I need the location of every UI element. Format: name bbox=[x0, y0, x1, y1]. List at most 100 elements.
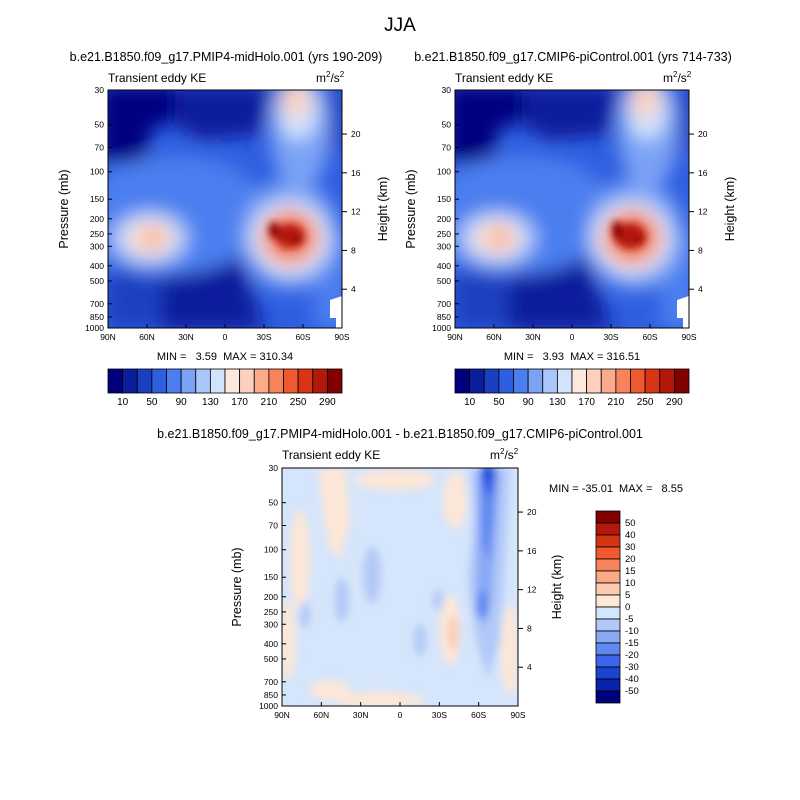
y-tick-label: 70 bbox=[95, 143, 105, 153]
y2-axis-label: Height (km) bbox=[376, 177, 390, 242]
colorbar-swatch bbox=[498, 368, 514, 394]
y-tick-label: 500 bbox=[264, 654, 278, 664]
colorbar-swatch bbox=[151, 368, 167, 394]
y-tick-label: 200 bbox=[437, 214, 451, 224]
colorbar-swatch bbox=[595, 582, 621, 596]
height-tick-label: 20 bbox=[351, 129, 361, 139]
colorbar-label: 290 bbox=[319, 397, 336, 408]
panel-title: b.e21.B1850.f09_g17.PMIP4-midHolo.001 (y… bbox=[70, 50, 383, 64]
colorbar-label: 10 bbox=[117, 397, 129, 408]
colorbar-label: 250 bbox=[290, 397, 307, 408]
colorbar-picontrol: 10 50 90 130 170 210 250 290 bbox=[454, 368, 690, 408]
x-tick-label: 90N bbox=[447, 332, 463, 342]
y-tick-label: 70 bbox=[269, 521, 279, 531]
colorbar-swatch bbox=[595, 630, 621, 644]
height-axis: 4 8 12 16 20 bbox=[342, 129, 361, 294]
colorbar-swatch bbox=[253, 368, 270, 394]
x-tick-label: 30S bbox=[256, 332, 271, 342]
x-tick-label: 90N bbox=[274, 710, 290, 720]
y-tick-label: 400 bbox=[264, 639, 278, 649]
panel-picontrol: b.e21.B1850.f09_g17.CMIP6-piControl.001 … bbox=[404, 50, 737, 408]
colorbar-swatch bbox=[600, 368, 617, 394]
height-tick-label: 12 bbox=[698, 207, 708, 217]
y-tick-label: 250 bbox=[437, 229, 451, 239]
x-tick-label: 0 bbox=[570, 332, 575, 342]
colorbar-label: 0 bbox=[625, 602, 630, 613]
height-tick-label: 8 bbox=[698, 245, 703, 255]
colorbar-label: -20 bbox=[625, 650, 639, 661]
x-tick-label: 60S bbox=[471, 710, 486, 720]
colorbar-swatch bbox=[469, 368, 485, 394]
colorbar-swatch bbox=[630, 368, 646, 394]
colorbar-label: 15 bbox=[625, 566, 636, 577]
colorbar-label: -30 bbox=[625, 662, 639, 673]
x-tick-label: 90S bbox=[681, 332, 696, 342]
x-tick-label: 30S bbox=[432, 710, 447, 720]
colorbar-swatch bbox=[122, 368, 138, 394]
colorbar-swatch bbox=[209, 368, 226, 394]
y-tick-label: 70 bbox=[442, 143, 452, 153]
colorbar-swatch bbox=[595, 522, 621, 536]
colorbar-swatch bbox=[224, 368, 241, 394]
y-tick-label: 200 bbox=[90, 214, 104, 224]
height-axis: 4 8 12 16 20 bbox=[518, 507, 537, 672]
colorbar-swatch bbox=[595, 558, 621, 572]
panel-title: b.e21.B1850.f09_g17.CMIP6-piControl.001 … bbox=[414, 50, 732, 64]
stats-label: MIN = -35.01 MAX = 8.55 bbox=[549, 483, 683, 495]
x-tick-label: 90S bbox=[334, 332, 349, 342]
colorbar-label: -15 bbox=[625, 638, 639, 649]
colorbar-label: 50 bbox=[625, 518, 636, 529]
colorbar-swatch bbox=[268, 368, 284, 394]
colorbar-swatch bbox=[595, 594, 621, 608]
colorbar-swatch bbox=[595, 678, 621, 692]
units-label: m2/s2 bbox=[663, 70, 692, 85]
y-tick-label: 400 bbox=[90, 261, 104, 271]
colorbar-label: 130 bbox=[202, 397, 219, 408]
colorbar-swatch bbox=[166, 368, 182, 394]
x-tick-label: 30S bbox=[603, 332, 618, 342]
y-tick-label: 850 bbox=[90, 312, 104, 322]
colorbar-midholo: 10 50 90 130 170 210 250 290 bbox=[107, 368, 343, 408]
latitude-axis: 90N 60N 30N 0 30S 60S 90S bbox=[447, 324, 697, 342]
x-tick-label: 0 bbox=[398, 710, 403, 720]
colorbar-label: 10 bbox=[464, 397, 476, 408]
height-tick-label: 4 bbox=[351, 284, 356, 294]
y-tick-label: 850 bbox=[264, 690, 278, 700]
y-tick-label: 50 bbox=[269, 498, 279, 508]
colorbar-swatch bbox=[595, 642, 621, 656]
colorbar-label: 30 bbox=[625, 542, 636, 553]
colorbar-label: 20 bbox=[625, 554, 636, 565]
height-tick-label: 4 bbox=[698, 284, 703, 294]
colorbar-label: 210 bbox=[608, 397, 625, 408]
colorbar-swatch bbox=[586, 368, 602, 394]
left-string: Transient eddy KE bbox=[455, 71, 553, 85]
colorbar-label: 5 bbox=[625, 590, 630, 601]
colorbar-label: 250 bbox=[637, 397, 654, 408]
y-tick-label: 300 bbox=[437, 241, 451, 251]
y-tick-label: 30 bbox=[95, 85, 105, 95]
panel-midholo: b.e21.B1850.f09_g17.PMIP4-midHolo.001 (y… bbox=[57, 50, 390, 408]
height-tick-label: 12 bbox=[351, 207, 361, 217]
y-tick-label: 150 bbox=[90, 194, 104, 204]
y-tick-label: 300 bbox=[90, 241, 104, 251]
x-tick-label: 90S bbox=[510, 710, 525, 720]
x-tick-label: 60S bbox=[295, 332, 310, 342]
colorbar-swatch bbox=[595, 654, 621, 668]
colorbar-label: 170 bbox=[231, 397, 248, 408]
colorbar-swatch bbox=[542, 368, 558, 394]
colorbar-label: -50 bbox=[625, 686, 639, 697]
colorbar-label: 50 bbox=[493, 397, 505, 408]
colorbar-swatch bbox=[595, 546, 621, 560]
colorbar-swatch bbox=[136, 368, 153, 394]
y-tick-label: 700 bbox=[264, 677, 278, 687]
x-tick-label: 0 bbox=[223, 332, 228, 342]
y-tick-label: 100 bbox=[264, 545, 278, 555]
height-axis: 4 8 12 16 20 bbox=[689, 129, 708, 294]
x-tick-label: 30N bbox=[525, 332, 541, 342]
colorbar-swatch bbox=[595, 510, 621, 524]
colorbar-swatch bbox=[659, 368, 675, 394]
y-tick-label: 50 bbox=[95, 120, 105, 130]
y-tick-label: 30 bbox=[442, 85, 452, 95]
